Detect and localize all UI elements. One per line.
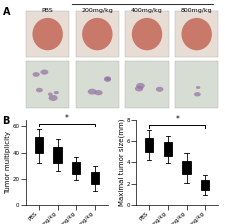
Ellipse shape (136, 83, 145, 89)
FancyBboxPatch shape (175, 61, 218, 108)
Ellipse shape (156, 87, 163, 92)
FancyBboxPatch shape (175, 11, 218, 57)
Ellipse shape (88, 89, 97, 95)
PathPatch shape (145, 138, 153, 152)
Text: A: A (3, 7, 11, 17)
Text: *: * (65, 114, 69, 123)
Text: 400mg/kg: 400mg/kg (131, 8, 163, 13)
Ellipse shape (135, 86, 143, 91)
Ellipse shape (40, 69, 48, 75)
PathPatch shape (91, 172, 99, 184)
Ellipse shape (94, 90, 103, 95)
FancyBboxPatch shape (125, 11, 169, 57)
Ellipse shape (82, 18, 112, 50)
FancyBboxPatch shape (26, 11, 69, 57)
Text: 800mg/kg: 800mg/kg (181, 8, 212, 13)
Text: *: * (175, 115, 179, 124)
FancyBboxPatch shape (76, 11, 119, 57)
Ellipse shape (54, 91, 59, 94)
Y-axis label: Tumor multiplicity: Tumor multiplicity (5, 131, 11, 194)
Ellipse shape (48, 93, 53, 96)
PathPatch shape (201, 181, 209, 190)
Ellipse shape (196, 86, 200, 89)
PathPatch shape (164, 142, 172, 156)
Ellipse shape (32, 18, 63, 50)
Ellipse shape (49, 95, 58, 101)
FancyBboxPatch shape (76, 61, 119, 108)
Ellipse shape (104, 77, 111, 82)
PathPatch shape (35, 137, 43, 153)
Ellipse shape (36, 88, 43, 92)
Ellipse shape (32, 72, 40, 77)
Ellipse shape (132, 18, 162, 50)
Text: PBS: PBS (42, 8, 54, 13)
Ellipse shape (104, 76, 111, 81)
Text: 200mg/kg: 200mg/kg (81, 8, 113, 13)
Y-axis label: Maximal tumor size(mm): Maximal tumor size(mm) (119, 119, 125, 206)
PathPatch shape (53, 147, 62, 163)
Text: B: B (2, 116, 10, 127)
PathPatch shape (182, 161, 191, 174)
Ellipse shape (194, 92, 201, 97)
FancyBboxPatch shape (125, 61, 169, 108)
Ellipse shape (182, 18, 212, 50)
PathPatch shape (72, 162, 81, 174)
FancyBboxPatch shape (26, 61, 69, 108)
